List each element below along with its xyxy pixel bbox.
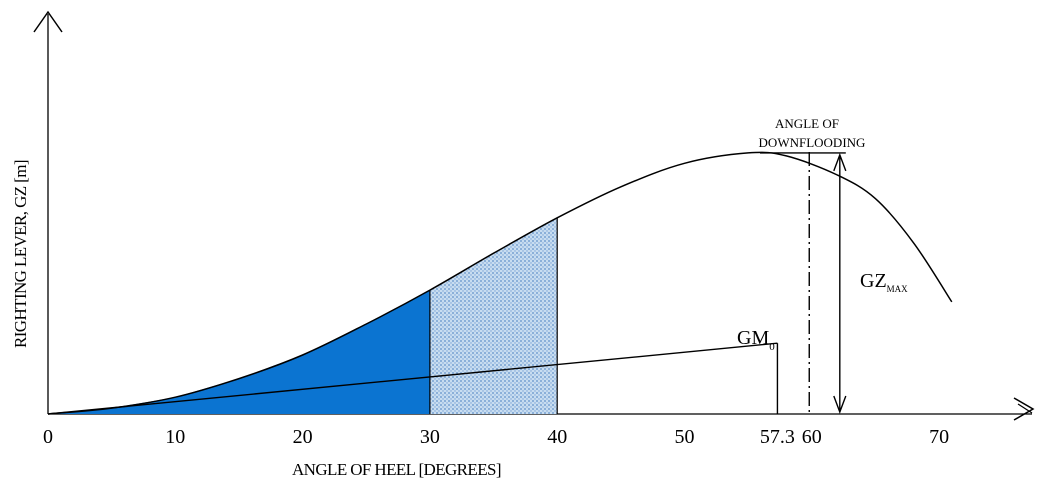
gm0-line (47, 342, 778, 415)
arrow-down-icon (833, 395, 847, 414)
gzmax-label: GZMAX (860, 270, 908, 294)
x-tick-label-70: 70 (929, 426, 949, 448)
x-tick-labels: 0 10 20 30 40 50 57.3 60 70 (43, 426, 949, 448)
x-tick-label-57.3: 57.3 (760, 426, 795, 448)
x-tick-label-50: 50 (675, 426, 695, 448)
x-tick-label-30: 30 (420, 426, 440, 448)
x-tick-label-40: 40 (547, 426, 567, 448)
downflooding-label-line2: DOWNFLOODING (759, 135, 866, 150)
x-tick-label-20: 20 (293, 426, 313, 448)
x-tick-label-60: 60 (802, 426, 822, 448)
area-0-30-dark (48, 290, 430, 414)
area-30-40-dotted (429, 217, 558, 414)
downflooding-label-line1: ANGLE OF (775, 116, 839, 131)
arrow-up-icon (833, 152, 847, 172)
x-tick-label-10: 10 (165, 426, 185, 448)
x-axis-arrow-icon (1013, 397, 1035, 421)
x-axis-label: ANGLE OF HEEL [DEGREES] (292, 460, 501, 479)
x-tick-label-0: 0 (43, 426, 53, 448)
gz-curve (47, 151, 953, 415)
x-axis-arrow-icon-stroke (1017, 403, 1033, 414)
y-axis-label: RIGHTING LEVER, GZ [m] (11, 160, 30, 348)
gm0-label: GM0 (737, 327, 775, 353)
y-axis-arrow-icon (33, 10, 63, 33)
